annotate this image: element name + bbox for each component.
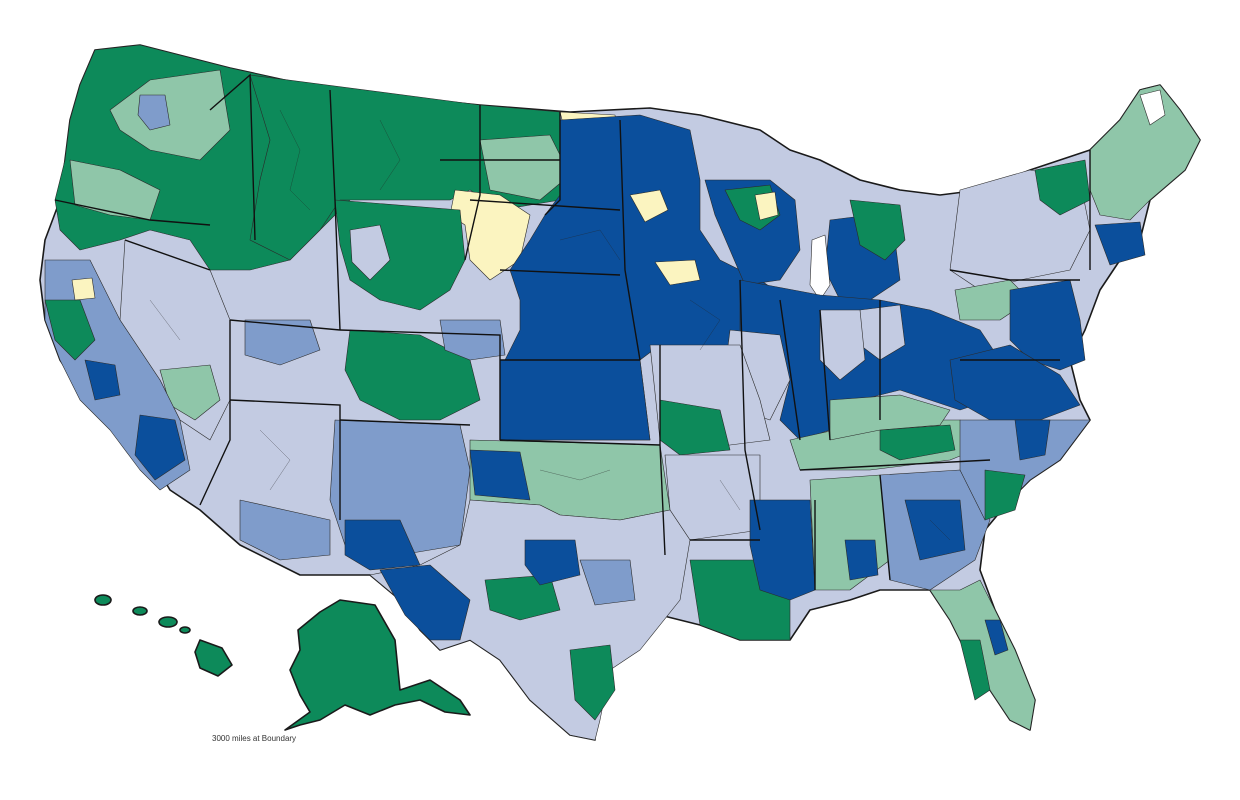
region-fl-blue bbox=[984, 619, 1009, 656]
region-wi-yellow bbox=[754, 191, 779, 221]
region-maine-white bbox=[1139, 89, 1166, 126]
region-colorado bbox=[344, 329, 481, 421]
region-tn-green bbox=[879, 424, 956, 461]
region-nc-blue bbox=[1014, 419, 1051, 461]
region-mn-yellow bbox=[629, 189, 669, 223]
region-ca-green bbox=[44, 299, 96, 361]
region-ny-green bbox=[1034, 159, 1091, 216]
region-northwest-light bbox=[109, 69, 231, 161]
region-nm-dark bbox=[344, 519, 421, 571]
region-ca-blue1 bbox=[84, 359, 121, 401]
region-mississippi bbox=[749, 499, 816, 601]
region-wy-light bbox=[349, 224, 391, 281]
region-virginia bbox=[949, 344, 1081, 421]
region-lines bbox=[149, 109, 951, 541]
region-co-blue bbox=[439, 319, 506, 361]
region-ia-yellow bbox=[654, 259, 701, 286]
state-borders bbox=[54, 73, 1091, 590]
scale-note: 3000 miles at Boundary bbox=[212, 734, 296, 743]
hawaii bbox=[94, 594, 233, 677]
alaska bbox=[284, 599, 471, 731]
region-ok-blue bbox=[469, 449, 531, 501]
region-tx-coast-green bbox=[569, 644, 616, 721]
region-az-blue bbox=[239, 499, 331, 561]
region-mid-atlantic bbox=[1009, 279, 1086, 371]
region-tx-blue3 bbox=[579, 559, 636, 606]
region-lake-michigan bbox=[809, 234, 831, 301]
region-indiana bbox=[819, 309, 866, 381]
region-sc-green bbox=[984, 469, 1026, 521]
region-florida bbox=[879, 579, 1036, 731]
region-kansas bbox=[499, 359, 651, 441]
region-fl-green bbox=[959, 639, 991, 701]
region-utah-blue bbox=[244, 319, 321, 366]
region-ga-blue bbox=[904, 499, 966, 561]
region-al-blue bbox=[844, 539, 879, 581]
region-new-england bbox=[1089, 84, 1201, 221]
region-nd-light bbox=[479, 134, 571, 201]
region-tx-panhandle-blue bbox=[379, 564, 471, 641]
region-ca-blue2 bbox=[134, 414, 186, 481]
region-arkansas bbox=[664, 454, 761, 541]
region-wa-blue bbox=[137, 94, 171, 131]
region-mi-green bbox=[849, 199, 906, 261]
region-ne-blue bbox=[1094, 221, 1146, 266]
region-tx-blue2 bbox=[524, 539, 581, 586]
region-ca-yellow bbox=[71, 277, 96, 301]
